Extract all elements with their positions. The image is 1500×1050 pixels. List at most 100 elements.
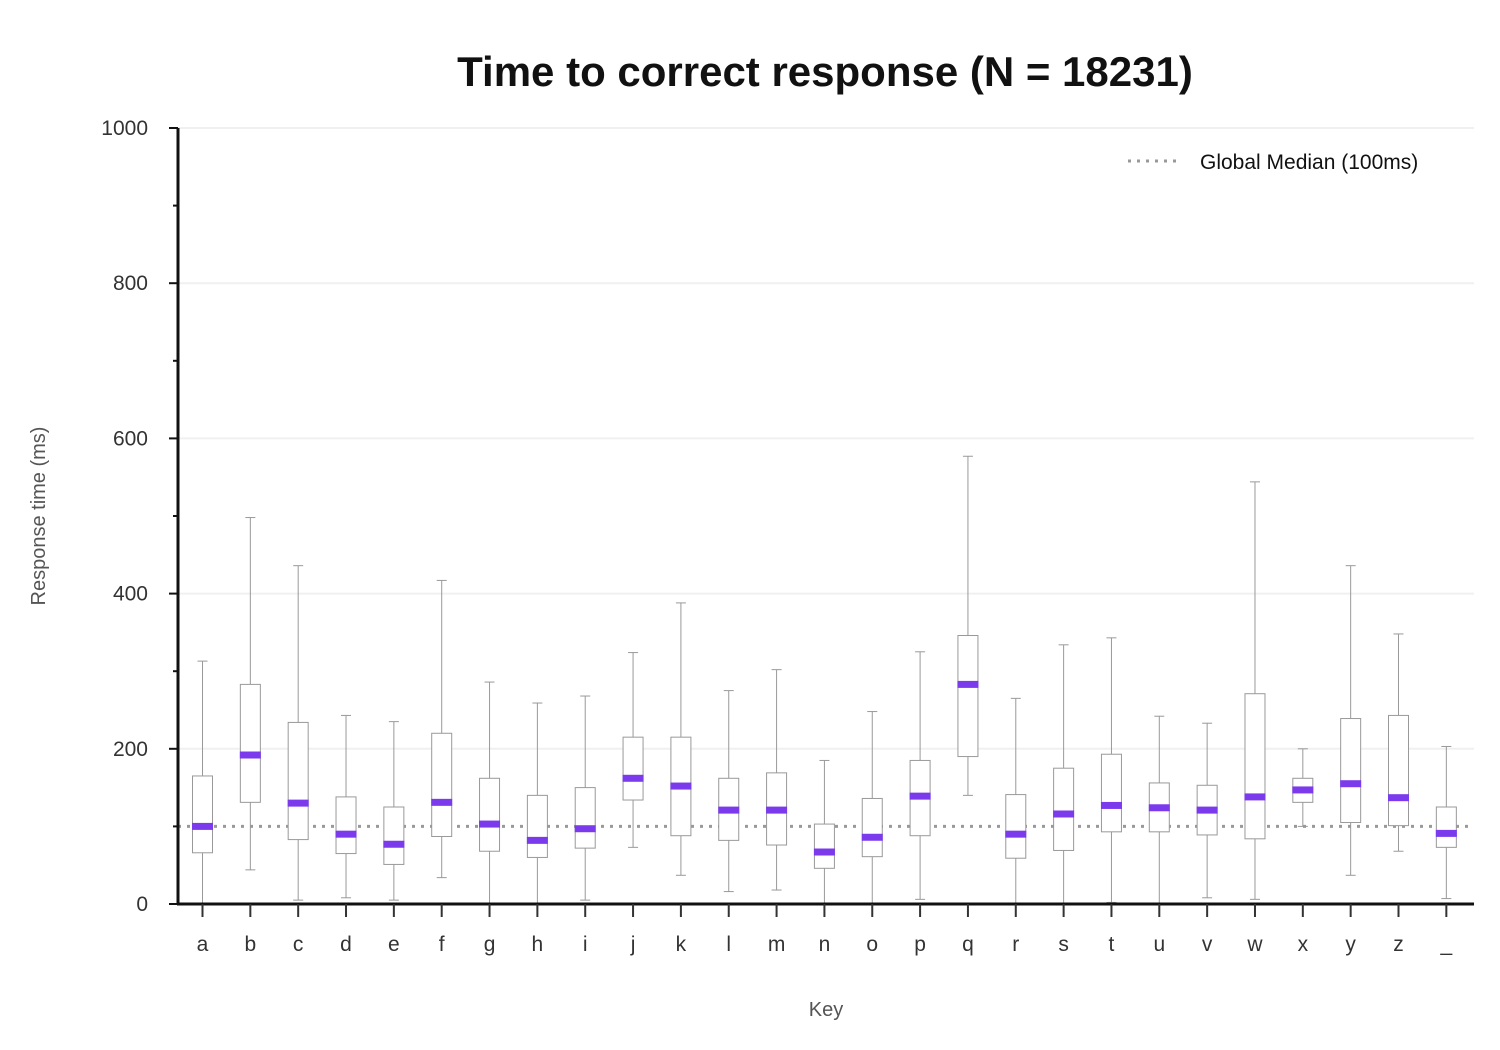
- box-underscore: [1435, 745, 1457, 900]
- x-tick-label: f: [439, 933, 445, 956]
- x-tick-label: _: [1439, 933, 1452, 956]
- x-tick-label: z: [1393, 933, 1404, 956]
- gridlines: [178, 127, 1474, 750]
- median-marker: [813, 848, 835, 856]
- box-k: [670, 602, 692, 876]
- x-tick-label: g: [484, 933, 496, 956]
- x-tick-label: l: [726, 933, 731, 956]
- median-marker: [861, 833, 883, 841]
- x-tick-label: o: [866, 933, 878, 956]
- iqr-box: [1244, 693, 1266, 840]
- x-tick-label: v: [1202, 933, 1213, 956]
- iqr-box: [574, 787, 596, 849]
- box-y: [1340, 565, 1362, 876]
- iqr-box: [1005, 794, 1027, 859]
- x-tick-label: r: [1012, 933, 1019, 956]
- box-f: [431, 579, 453, 879]
- median-marker: [1292, 786, 1314, 794]
- x-tick-label: h: [532, 933, 544, 956]
- median-marker: [1340, 780, 1362, 788]
- y-tick-label: 0: [136, 893, 148, 916]
- iqr-box: [1435, 806, 1457, 848]
- iqr-box: [1340, 718, 1362, 824]
- iqr-box: [1100, 753, 1122, 833]
- x-tick-label: t: [1109, 933, 1115, 956]
- iqr-box: [239, 683, 261, 803]
- median-marker: [431, 798, 453, 806]
- x-tick-label: d: [340, 933, 352, 956]
- box-g: [479, 681, 501, 904]
- x-tick-label: u: [1153, 933, 1165, 956]
- iqr-box: [526, 794, 548, 858]
- box-plot-series: [192, 455, 1457, 905]
- x-tick-label: q: [962, 933, 974, 956]
- box-b: [239, 517, 261, 871]
- box-u: [1148, 715, 1170, 904]
- axes: 0 200 400 600 800 1000 a b c d e f g h i j k l m n o p q r s t u v w…: [101, 117, 1474, 956]
- median-marker: [718, 806, 740, 814]
- median-marker: [1005, 830, 1027, 838]
- x-tick-label: i: [583, 933, 588, 956]
- y-tick-label: 800: [113, 272, 148, 295]
- box-c: [287, 565, 309, 901]
- box-m: [766, 669, 788, 891]
- y-tick-label: 400: [113, 583, 148, 606]
- x-tick-label: w: [1246, 933, 1263, 956]
- y-axis-title: Response time (ms): [28, 427, 50, 606]
- box-w: [1244, 481, 1266, 900]
- x-axis-title: Key: [809, 999, 843, 1021]
- box-o: [861, 711, 883, 904]
- box-t: [1100, 637, 1122, 903]
- box-h: [526, 702, 548, 904]
- median-marker: [526, 836, 548, 844]
- x-tick-label: b: [244, 933, 256, 956]
- box-l: [718, 690, 740, 893]
- median-marker: [1053, 810, 1075, 818]
- legend-reference-label: Global Median (100ms): [1200, 151, 1418, 174]
- x-tick-label: n: [819, 933, 831, 956]
- x-tick-label: y: [1345, 933, 1356, 956]
- box-x: [1292, 748, 1314, 827]
- median-marker: [479, 820, 501, 828]
- x-tick-label: e: [388, 933, 400, 956]
- box-z: [1388, 633, 1409, 852]
- box-i: [574, 695, 596, 901]
- median-marker: [383, 840, 405, 848]
- median-marker: [192, 822, 213, 830]
- median-marker: [1435, 829, 1457, 837]
- x-tick-label: p: [914, 933, 926, 956]
- x-tick-label: m: [768, 933, 786, 956]
- x-tick-label: k: [676, 933, 687, 956]
- iqr-box: [813, 823, 835, 869]
- box-e: [383, 721, 405, 901]
- median-marker: [670, 782, 692, 790]
- iqr-box: [622, 736, 644, 801]
- x-tick-label: c: [293, 933, 304, 956]
- iqr-box: [479, 777, 501, 852]
- box-n: [813, 759, 835, 905]
- x-tick-label: j: [630, 933, 636, 956]
- median-marker: [1196, 806, 1218, 814]
- y-tick-label: 600: [113, 427, 148, 450]
- iqr-box: [1388, 714, 1409, 827]
- box-q: [957, 455, 979, 796]
- iqr-box: [957, 635, 979, 758]
- x-tick-label: a: [197, 933, 209, 956]
- iqr-box: [1053, 767, 1075, 851]
- box-s: [1053, 644, 1075, 904]
- median-marker: [622, 774, 644, 782]
- median-marker: [766, 806, 788, 814]
- iqr-box: [861, 797, 883, 858]
- box-v: [1196, 722, 1218, 899]
- median-marker: [1148, 804, 1170, 812]
- median-marker: [909, 792, 931, 800]
- iqr-box: [192, 775, 213, 854]
- iqr-box: [431, 732, 453, 837]
- median-marker: [287, 799, 309, 807]
- box-j: [622, 652, 644, 848]
- legend: Global Median (100ms): [1128, 151, 1418, 174]
- iqr-box: [335, 796, 357, 855]
- y-tick-label: 200: [113, 738, 148, 761]
- box-d: [335, 714, 357, 899]
